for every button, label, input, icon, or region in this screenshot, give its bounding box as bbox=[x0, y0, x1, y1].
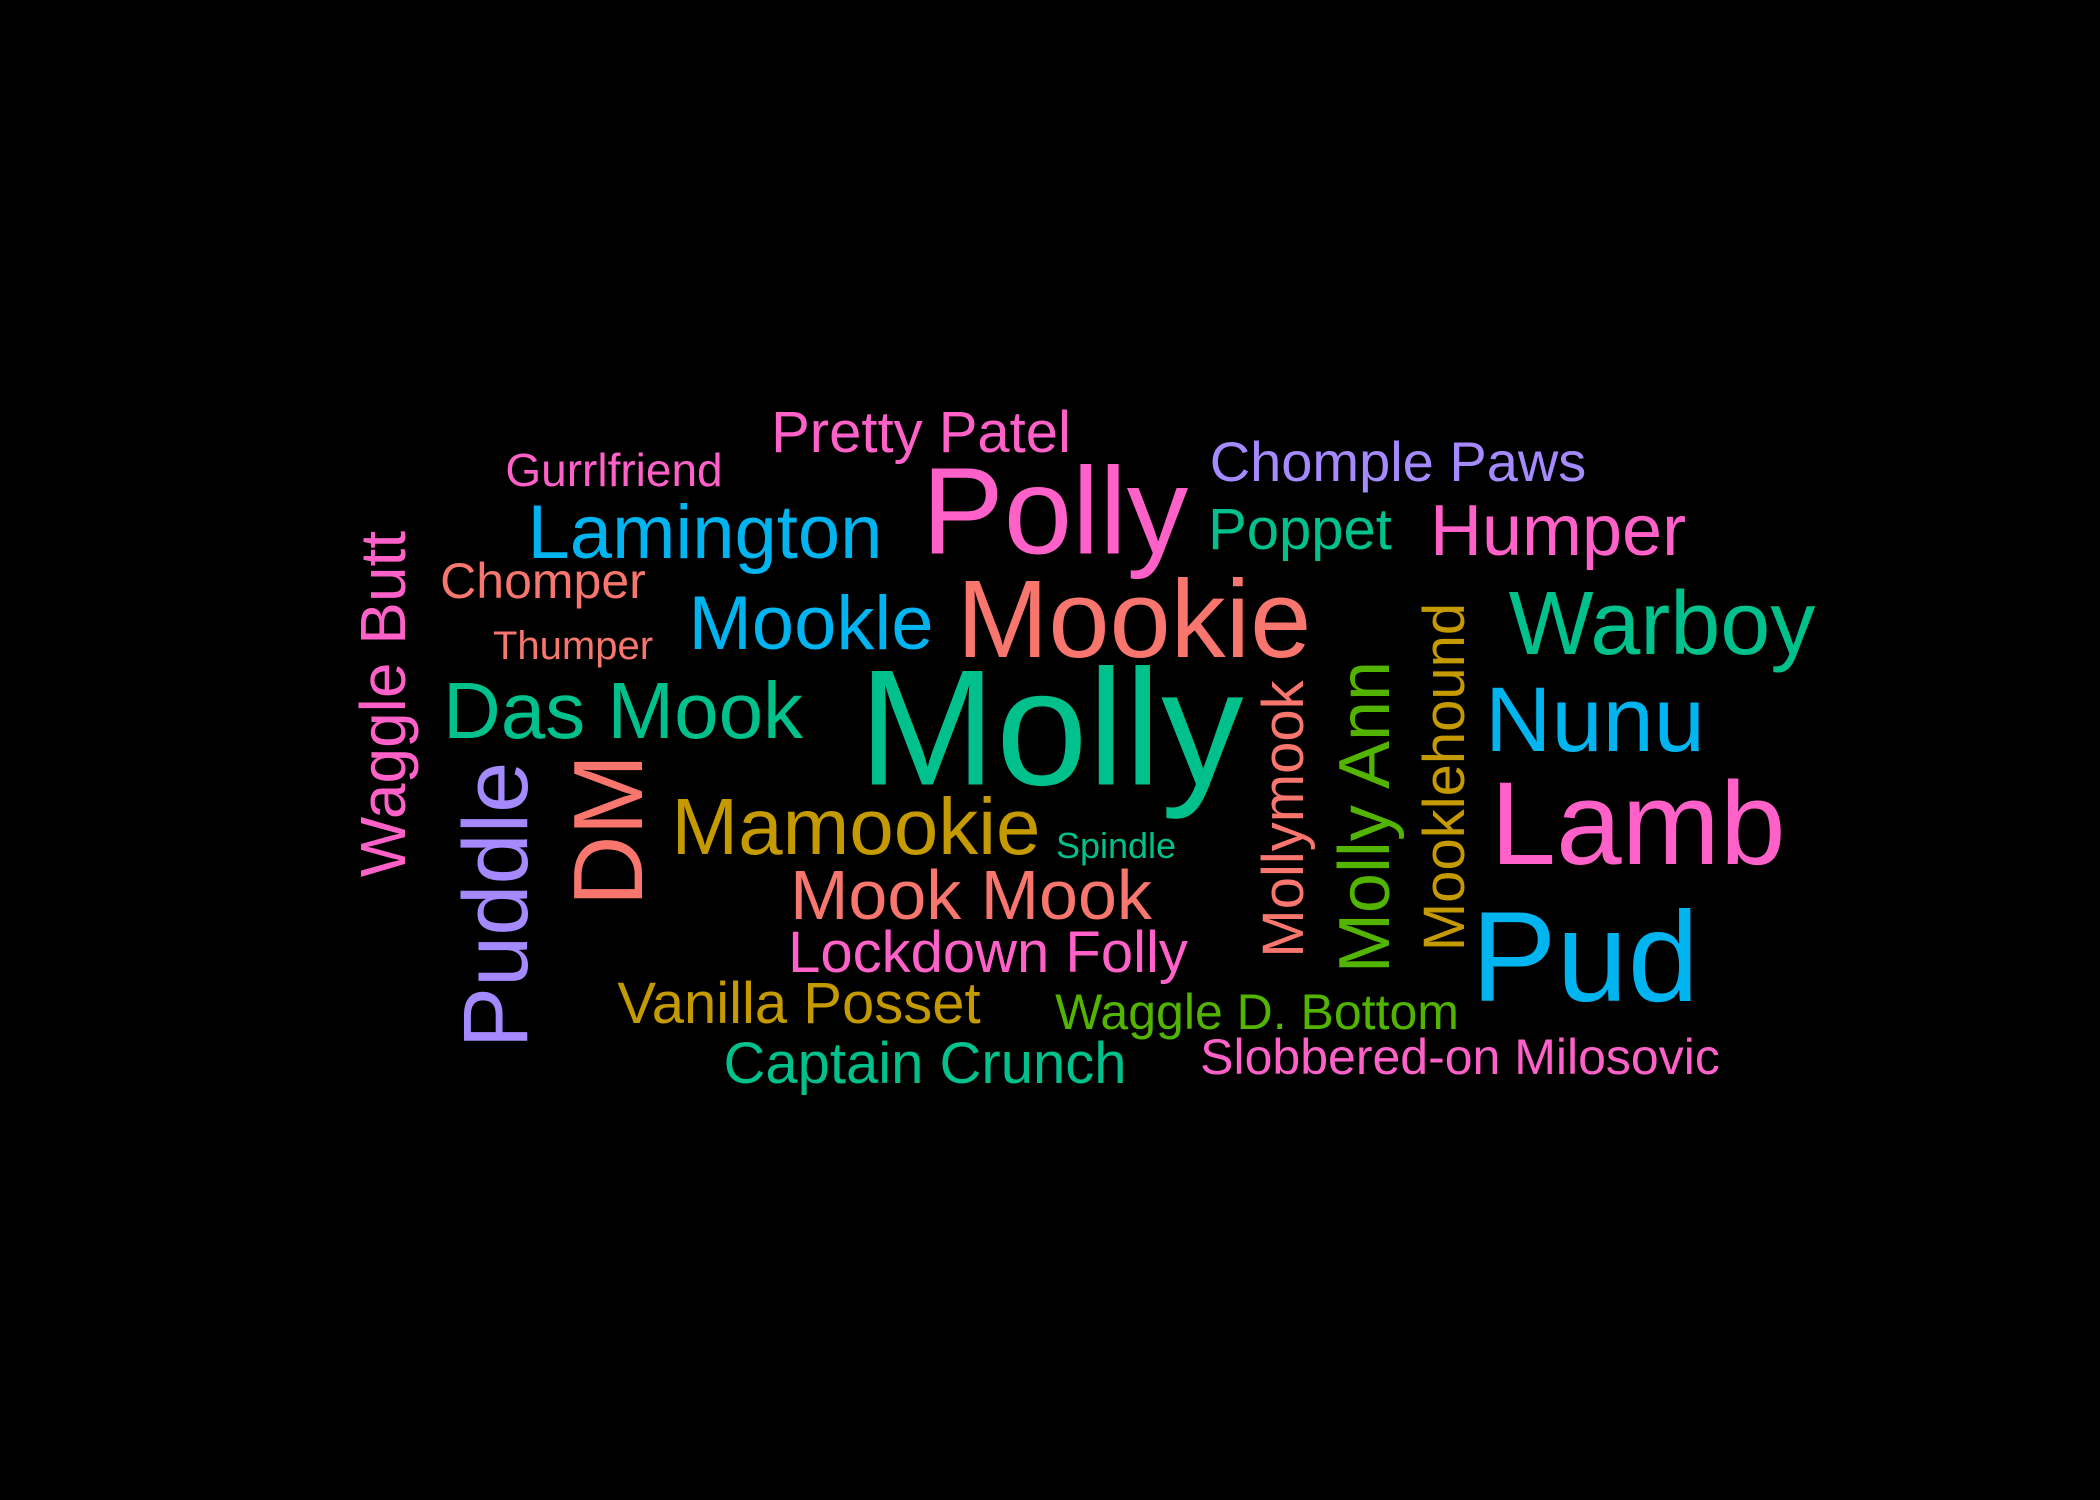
word-mook-mook: Mook Mook bbox=[790, 856, 1152, 934]
word-chomple-paws: Chomple Paws bbox=[1209, 430, 1587, 493]
word-waggle-butt: Waggle Butt bbox=[347, 530, 419, 878]
word-thumper: Thumper bbox=[492, 624, 654, 668]
word-warboy: Warboy bbox=[1508, 574, 1816, 674]
word-spindle: Spindle bbox=[1055, 825, 1177, 866]
word-dm: DM bbox=[553, 753, 663, 907]
word-mooklehound: Mooklehound bbox=[1412, 602, 1477, 952]
word-mookle: Mookle bbox=[688, 581, 934, 666]
word-nunu: Nunu bbox=[1485, 669, 1705, 771]
word-mamookie: Mamookie bbox=[671, 782, 1041, 871]
word-chomper: Chomper bbox=[440, 553, 646, 609]
word-mookie: Mookie bbox=[956, 558, 1312, 681]
word-humper: Humper bbox=[1429, 491, 1687, 571]
word-waggle-d-bottom: Waggle D. Bottom bbox=[1055, 984, 1459, 1040]
word-gurrlfriend: Gurrlfriend bbox=[505, 444, 723, 496]
word-mollymook: Mollymook bbox=[1251, 680, 1316, 958]
word-slobbered-on-milosovic: Slobbered-on Milosovic bbox=[1200, 1029, 1720, 1085]
word-molly-ann: Molly Ann bbox=[1325, 660, 1405, 974]
word-molly: Molly bbox=[858, 635, 1244, 820]
word-lamb: Lamb bbox=[1490, 758, 1786, 890]
word-poppet: Poppet bbox=[1208, 497, 1392, 562]
word-polly: Polly bbox=[921, 443, 1189, 581]
word-das-mook: Das Mook bbox=[442, 666, 804, 755]
word-vanilla-posset: Vanilla Posset bbox=[617, 971, 981, 1036]
word-puddle: Puddle bbox=[445, 761, 547, 1049]
word-lamington: Lamington bbox=[527, 490, 883, 575]
word-lockdown-folly: Lockdown Folly bbox=[788, 920, 1188, 985]
word-pud: Pud bbox=[1471, 886, 1699, 1029]
word-pretty-patel: Pretty Patel bbox=[771, 400, 1071, 465]
word-captain-crunch: Captain Crunch bbox=[723, 1031, 1127, 1096]
